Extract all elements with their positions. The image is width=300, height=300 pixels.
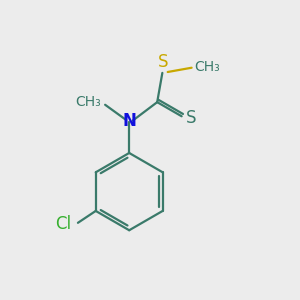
Text: Cl: Cl xyxy=(55,215,71,233)
Text: CH₃: CH₃ xyxy=(76,95,101,110)
Text: CH₃: CH₃ xyxy=(194,60,220,74)
Text: N: N xyxy=(122,112,136,130)
Text: S: S xyxy=(185,109,196,127)
Text: S: S xyxy=(158,52,169,70)
